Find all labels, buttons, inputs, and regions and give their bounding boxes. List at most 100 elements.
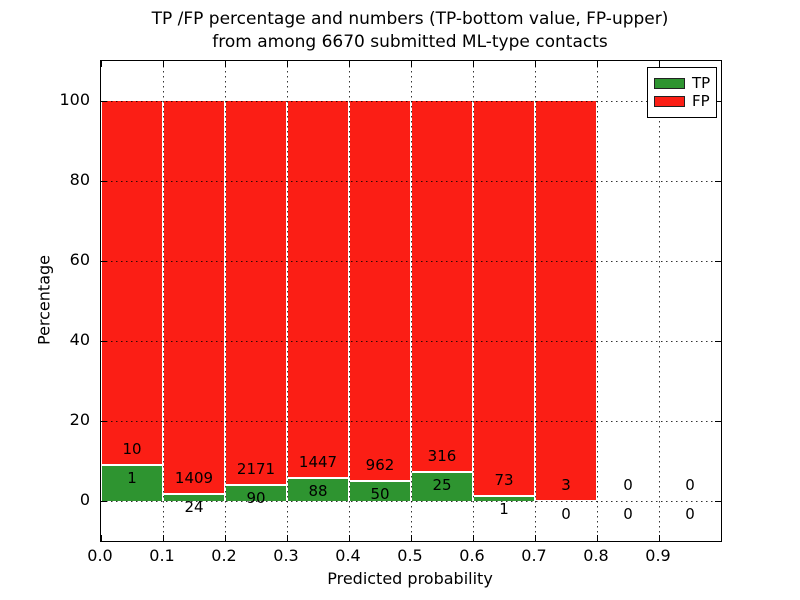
y-tick-label-0: 0 [79,490,90,509]
x-tick-bottom-0.9 [659,535,661,541]
bars-layer [101,61,721,541]
x-tick-bottom-0.8 [597,535,599,541]
gridline-y-40 [101,341,721,342]
tp-count-label-9: 0 [685,505,695,523]
bar-segment-tp-0 [101,464,163,501]
gridline-x-0.3 [287,61,288,541]
y-tick-left-60 [101,261,107,263]
y-tick-left-40 [101,341,107,343]
x-tick-label-0.0: 0.0 [87,546,113,565]
fp-count-label-5: 316 [427,446,457,465]
gridline-y-20 [101,421,721,422]
gridline-x-0.8 [597,61,598,541]
fp-count-label-8: 0 [623,476,633,494]
legend-label-fp: FP [692,92,710,110]
tp-count-label-5: 25 [432,475,452,494]
gridline-x-0.4 [349,61,350,541]
y-tick-label-20: 20 [69,410,90,429]
chart-title-line1: TP /FP percentage and numbers (TP-bottom… [151,9,669,29]
x-tick-top-1 [721,61,723,67]
y-axis-label: Percentage [34,254,54,346]
tp-count-label-1: 24 [184,498,204,517]
y-tick-right-40 [715,341,721,343]
x-tick-top-0.2 [225,61,227,67]
y-tick-left-80 [101,181,107,183]
plot-area: 10 1 1409 24 2171 90 1447 88 962 50 316 25 73 1 3 0 0 0 0 0… [100,60,723,542]
y-tick-right-0 [715,501,721,503]
y-tick-left-100 [101,101,107,103]
x-tick-bottom-0.4 [349,535,351,541]
y-tick-right-100 [715,101,721,103]
chart-title-line2: from among 6670 submitted ML-type contac… [212,32,608,52]
x-tick-top-0.8 [597,61,599,67]
x-tick-top-0.1 [163,61,165,67]
fp-count-label-4: 962 [365,456,395,475]
bar-labels-layer: 10 1 1409 24 2171 90 1447 88 962 50 316 25 73 1 3 0 0 0 0 0 [101,61,721,541]
gridline-x-0.2 [225,61,226,541]
legend-swatch-fp-icon [654,96,685,107]
x-tick-label-0.7: 0.7 [521,546,547,565]
fp-count-label-2: 2171 [236,460,276,479]
y-tick-label-80: 80 [69,170,90,189]
x-tick-top-0.4 [349,61,351,67]
legend: TP FP [647,67,717,118]
y-tick-right-60 [715,261,721,263]
y-tick-label-60: 60 [69,250,90,269]
y-tick-label-40: 40 [69,330,90,349]
fp-count-label-9: 0 [685,476,695,494]
tp-count-label-8: 0 [623,505,633,523]
fp-count-label-7: 3 [561,476,571,494]
chart-title: TP /FP percentage and numbers (TP-bottom… [100,8,720,54]
x-tick-label-0.9: 0.9 [645,546,671,565]
y-tick-right-20 [715,421,721,423]
legend-swatch-tp-icon [654,78,685,89]
tp-count-label-6: 1 [499,499,509,518]
tp-count-label-4: 50 [370,485,390,504]
bar-segment-fp-0 [101,101,163,465]
x-tick-top-0.5 [411,61,413,67]
x-tick-top-0.9 [659,61,661,67]
gridline-y-60 [101,261,721,262]
gridline-x-0.5 [411,61,412,541]
y-tick-left-20 [101,421,107,423]
fp-count-label-0: 10 [122,439,142,458]
legend-row-tp: TP [654,75,716,92]
x-tick-top-0.6 [473,61,475,67]
x-tick-bottom-0.6 [473,535,475,541]
y-tick-label-100: 100 [59,90,90,109]
gridline-x-0.7 [535,61,536,541]
x-tick-bottom-0 [101,535,103,541]
y-tick-left-0 [101,501,107,503]
fp-count-label-3: 1447 [298,453,338,472]
x-tick-top-0 [101,61,103,67]
tp-count-label-2: 90 [246,489,266,508]
fp-count-label-6: 73 [494,470,514,489]
gridline-y-80 [101,181,721,182]
bar-segment-fp-5 [411,101,473,472]
x-tick-label-0.2: 0.2 [211,546,237,565]
bar-segment-fp-3 [287,101,349,479]
y-tick-right-80 [715,181,721,183]
x-axis-label: Predicted probability [327,569,493,588]
tp-count-label-7: 0 [561,505,571,523]
tp-count-label-3: 88 [308,482,328,501]
x-tick-label-0.4: 0.4 [335,546,361,565]
ticks-layer [101,61,723,541]
x-tick-label-0.3: 0.3 [273,546,299,565]
gridline-x-0.6 [473,61,474,541]
x-tick-label-0.6: 0.6 [459,546,485,565]
x-tick-top-0.3 [287,61,289,67]
bar-segment-tp-5 [411,471,473,501]
bar-segment-fp-4 [349,101,411,482]
bar-segment-fp-1 [163,101,225,495]
x-tick-top-0.7 [535,61,537,67]
gridline-x-0.9 [659,61,660,541]
x-tick-bottom-0.3 [287,535,289,541]
bar-segment-fp-6 [473,101,535,496]
x-tick-bottom-0.1 [163,535,165,541]
fp-count-label-1: 1409 [174,469,214,488]
x-tick-label-0.8: 0.8 [583,546,609,565]
x-tick-bottom-1 [721,535,723,541]
legend-row-fp: FP [654,93,716,110]
legend-label-tp: TP [692,74,711,92]
